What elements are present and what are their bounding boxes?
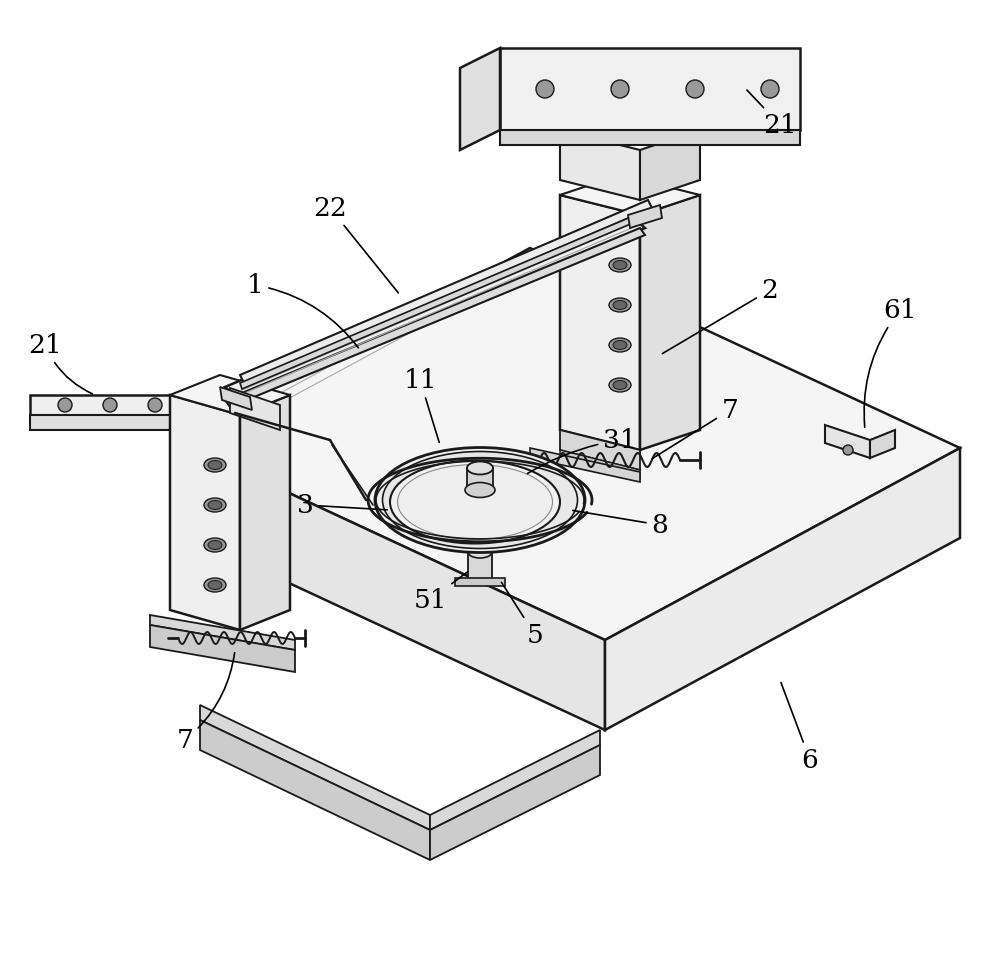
Text: 21: 21 xyxy=(747,90,797,137)
Text: 8: 8 xyxy=(573,510,668,537)
Text: 1: 1 xyxy=(247,272,358,348)
Polygon shape xyxy=(870,430,895,458)
Text: 6: 6 xyxy=(781,683,818,773)
Text: 22: 22 xyxy=(313,195,398,293)
Text: 7: 7 xyxy=(652,397,738,459)
Polygon shape xyxy=(640,195,700,450)
Polygon shape xyxy=(640,130,700,200)
Polygon shape xyxy=(430,730,600,830)
Ellipse shape xyxy=(613,381,627,389)
Polygon shape xyxy=(560,430,640,470)
Text: 3: 3 xyxy=(297,493,387,518)
Circle shape xyxy=(103,398,117,412)
Ellipse shape xyxy=(204,458,226,472)
Circle shape xyxy=(843,445,853,455)
Ellipse shape xyxy=(467,462,493,474)
Ellipse shape xyxy=(208,541,222,550)
Text: 31: 31 xyxy=(527,428,637,473)
Ellipse shape xyxy=(390,461,560,544)
Ellipse shape xyxy=(208,500,222,509)
Text: 11: 11 xyxy=(403,367,439,442)
Polygon shape xyxy=(220,387,252,410)
Circle shape xyxy=(58,398,72,412)
Polygon shape xyxy=(170,375,290,415)
Polygon shape xyxy=(175,440,605,730)
Polygon shape xyxy=(30,395,180,415)
Ellipse shape xyxy=(208,461,222,469)
Ellipse shape xyxy=(468,546,492,558)
Polygon shape xyxy=(825,425,870,458)
Ellipse shape xyxy=(613,300,627,309)
Polygon shape xyxy=(175,248,960,640)
Ellipse shape xyxy=(613,340,627,350)
Polygon shape xyxy=(240,395,290,630)
Polygon shape xyxy=(500,48,800,130)
Ellipse shape xyxy=(609,338,631,352)
Circle shape xyxy=(611,80,629,98)
Ellipse shape xyxy=(383,451,578,549)
Polygon shape xyxy=(225,215,645,400)
Ellipse shape xyxy=(204,498,226,512)
Ellipse shape xyxy=(465,482,495,497)
Polygon shape xyxy=(460,48,500,150)
Polygon shape xyxy=(200,705,430,830)
Text: 61: 61 xyxy=(864,298,917,427)
Text: 5: 5 xyxy=(501,582,543,647)
Polygon shape xyxy=(560,130,640,200)
Circle shape xyxy=(536,80,554,98)
Text: 7: 7 xyxy=(177,653,235,753)
Ellipse shape xyxy=(204,538,226,552)
Circle shape xyxy=(761,80,779,98)
Ellipse shape xyxy=(204,578,226,592)
Polygon shape xyxy=(500,130,800,145)
Ellipse shape xyxy=(613,261,627,270)
Ellipse shape xyxy=(208,581,222,589)
Polygon shape xyxy=(150,615,295,650)
Text: 51: 51 xyxy=(413,572,468,612)
Polygon shape xyxy=(240,200,652,383)
Polygon shape xyxy=(628,205,662,228)
Ellipse shape xyxy=(398,465,552,539)
Polygon shape xyxy=(605,448,960,730)
Ellipse shape xyxy=(609,378,631,392)
Polygon shape xyxy=(560,195,640,450)
Circle shape xyxy=(686,80,704,98)
Polygon shape xyxy=(30,415,180,430)
Polygon shape xyxy=(150,625,295,672)
Polygon shape xyxy=(467,468,493,490)
Polygon shape xyxy=(468,552,492,580)
Circle shape xyxy=(148,398,162,412)
Ellipse shape xyxy=(609,258,631,272)
Polygon shape xyxy=(560,450,640,480)
Polygon shape xyxy=(170,395,240,630)
Text: 21: 21 xyxy=(28,332,92,394)
Polygon shape xyxy=(455,578,505,586)
Text: 2: 2 xyxy=(662,277,778,354)
Ellipse shape xyxy=(375,447,585,553)
Polygon shape xyxy=(430,745,600,860)
Polygon shape xyxy=(560,175,700,215)
Polygon shape xyxy=(530,448,640,482)
Polygon shape xyxy=(200,720,430,860)
Polygon shape xyxy=(230,388,280,430)
Polygon shape xyxy=(225,228,645,407)
Ellipse shape xyxy=(609,298,631,312)
Polygon shape xyxy=(240,208,654,389)
